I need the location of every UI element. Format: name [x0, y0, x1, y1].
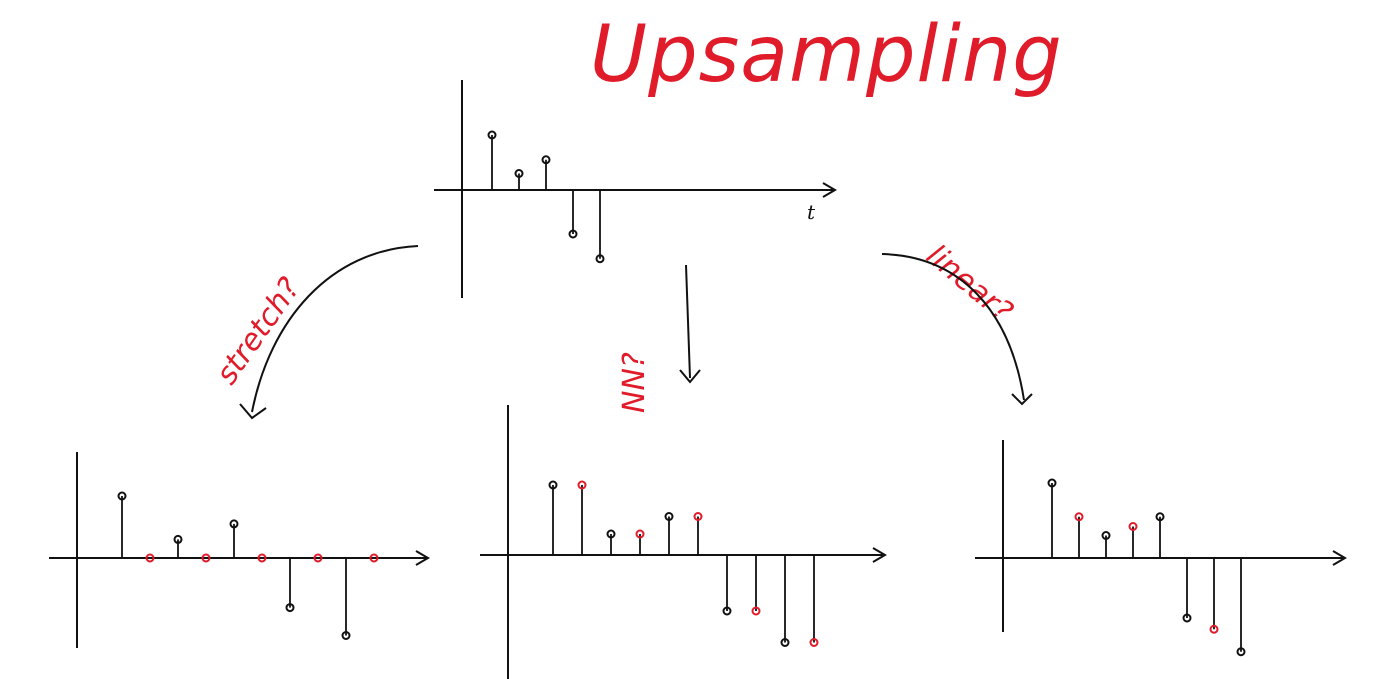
stem-marker	[145, 553, 155, 563]
stem-inserted	[577, 480, 587, 555]
stem-inserted	[369, 553, 379, 563]
arrow-stretch	[251, 245, 419, 413]
x-axis-arrowhead	[822, 182, 837, 198]
stem-original	[595, 190, 605, 264]
stem-original	[117, 491, 127, 558]
stem-inserted	[201, 553, 211, 563]
stem-original	[548, 480, 558, 555]
stem-marker	[606, 529, 616, 539]
stem-plot-nn	[480, 405, 887, 679]
arrow-stretch-head	[239, 403, 267, 420]
stem-marker	[1182, 613, 1192, 623]
stem-marker	[693, 512, 703, 521]
stem-marker	[1155, 512, 1165, 522]
stem-inserted	[1209, 558, 1219, 634]
stem-marker	[341, 631, 351, 640]
stem-original	[664, 512, 674, 555]
stem-original	[285, 558, 295, 613]
diagram-title: Upsampling	[590, 10, 1063, 100]
stem-original	[568, 190, 578, 239]
stem-original	[1155, 512, 1165, 558]
stem-plot-original	[434, 80, 837, 298]
stem-marker	[1128, 522, 1138, 531]
stem-original	[1236, 558, 1246, 657]
stem-inserted	[1128, 522, 1138, 558]
stem-marker	[514, 169, 524, 178]
stem-inserted	[1074, 512, 1084, 558]
arrow-linear	[881, 253, 1025, 401]
stem-marker	[487, 130, 497, 140]
stem-marker	[548, 480, 558, 490]
stem-marker	[541, 155, 551, 165]
stem-original	[229, 519, 239, 558]
stem-marker	[595, 254, 605, 264]
stem-marker	[369, 553, 379, 563]
stem-original	[780, 555, 790, 647]
stem-original	[173, 534, 183, 558]
stem-original	[1047, 478, 1057, 558]
stem-original	[541, 155, 551, 190]
stem-marker	[809, 638, 819, 647]
axis-label-t: t	[807, 200, 816, 224]
stem-marker	[285, 603, 295, 613]
stem-marker	[635, 529, 645, 539]
stem-original	[606, 529, 616, 555]
stem-marker	[1236, 647, 1246, 657]
stem-marker	[313, 553, 323, 563]
stem-original	[1101, 531, 1111, 558]
stem-marker	[117, 491, 127, 501]
stem-marker	[1101, 531, 1111, 540]
arrow-linear-head	[1011, 393, 1033, 406]
stem-marker	[577, 480, 587, 490]
stem-marker	[722, 606, 732, 616]
stem-inserted	[693, 512, 703, 555]
stem-inserted	[257, 553, 267, 563]
stem-marker	[1209, 624, 1219, 634]
stem-marker	[568, 229, 578, 239]
stem-inserted	[313, 553, 323, 563]
stem-inserted	[809, 555, 819, 647]
arrow-nn	[685, 264, 691, 379]
arrow-nn-head	[679, 369, 701, 384]
x-axis-arrowhead	[415, 550, 430, 566]
stem-inserted	[751, 555, 761, 616]
stem-plot-stretch	[49, 452, 430, 648]
stem-inserted	[145, 553, 155, 563]
x-axis-arrowhead	[872, 547, 887, 563]
stem-marker	[229, 519, 239, 529]
stem-original	[722, 555, 732, 616]
stem-marker	[780, 638, 790, 647]
stem-original	[341, 558, 351, 640]
stem-inserted	[635, 529, 645, 555]
stem-original	[1182, 558, 1192, 623]
x-axis-arrowhead	[1332, 550, 1347, 566]
stem-marker	[664, 512, 674, 521]
stem-marker	[1074, 512, 1084, 522]
stem-marker	[201, 553, 211, 563]
stem-plot-linear	[975, 440, 1347, 657]
stem-original	[487, 130, 497, 190]
stem-marker	[1047, 478, 1057, 488]
stem-marker	[173, 534, 183, 544]
stem-original	[514, 169, 524, 190]
stem-marker	[751, 606, 761, 616]
stem-marker	[257, 553, 267, 563]
